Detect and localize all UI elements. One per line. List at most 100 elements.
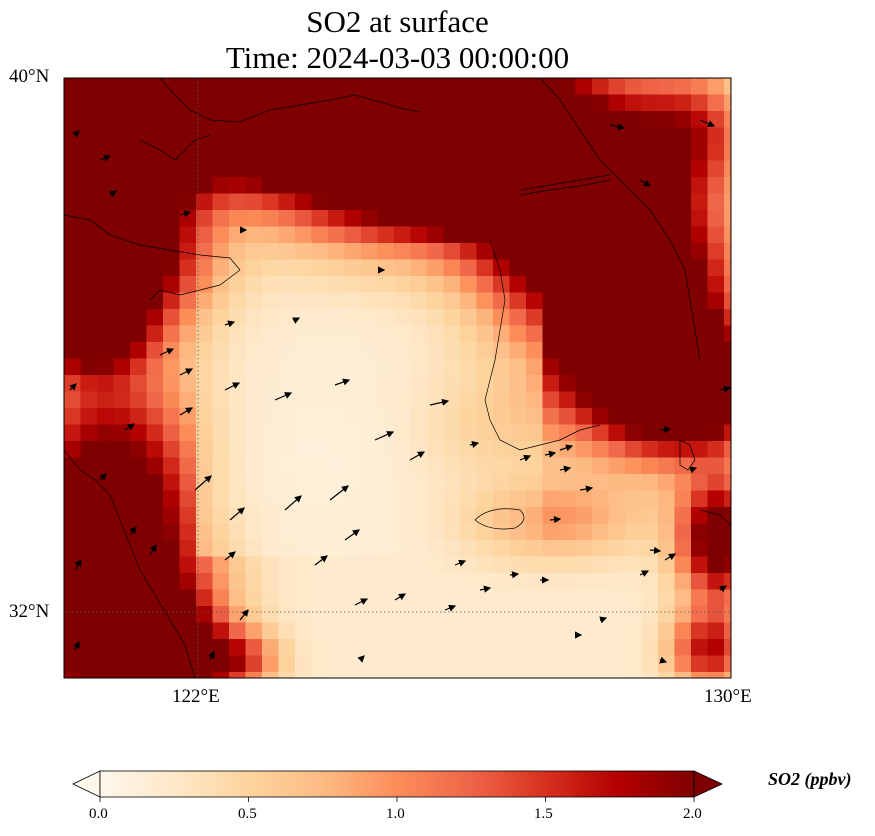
so2-cell — [179, 292, 197, 310]
so2-cell — [592, 490, 610, 508]
so2-cell — [592, 540, 610, 558]
so2-cell — [344, 441, 362, 459]
so2-cell — [130, 408, 148, 426]
so2-cell — [262, 342, 280, 360]
so2-cell — [163, 342, 181, 360]
so2-cell — [113, 622, 131, 640]
so2-cell — [196, 259, 214, 277]
so2-cell — [344, 177, 362, 195]
so2-cell — [575, 193, 593, 211]
so2-cell — [410, 111, 428, 129]
so2-cell — [674, 672, 692, 678]
so2-cell — [146, 292, 164, 310]
so2-cell — [707, 622, 725, 640]
so2-cell — [641, 276, 659, 294]
so2-cell — [163, 111, 181, 129]
so2-cell — [493, 325, 511, 343]
so2-cell — [394, 309, 412, 327]
so2-cell — [608, 177, 626, 195]
so2-cell — [295, 622, 313, 640]
so2-cell — [460, 309, 478, 327]
so2-cell — [608, 441, 626, 459]
so2-cell — [559, 226, 577, 244]
so2-cell — [179, 127, 197, 145]
so2-cell — [410, 193, 428, 211]
so2-cell — [707, 507, 725, 525]
so2-cell — [460, 622, 478, 640]
so2-cell — [130, 589, 148, 607]
colorbar-tick-0: 0.0 — [89, 806, 108, 822]
so2-cell — [443, 457, 461, 475]
so2-cell — [311, 226, 329, 244]
so2-cell — [707, 226, 725, 244]
so2-cell — [394, 127, 412, 145]
so2-cell — [146, 441, 164, 459]
so2-cell — [559, 573, 577, 591]
so2-cell — [113, 655, 131, 673]
so2-cell — [113, 193, 131, 211]
so2-cell — [410, 342, 428, 360]
so2-cell — [658, 259, 676, 277]
so2-cell — [344, 226, 362, 244]
so2-cell — [361, 111, 379, 129]
so2-cell — [427, 210, 445, 228]
so2-cell — [377, 276, 395, 294]
so2-cell — [608, 78, 626, 96]
so2-cell — [394, 655, 412, 673]
so2-cell — [146, 639, 164, 657]
so2-cell — [196, 408, 214, 426]
wind-arrow — [284, 495, 302, 511]
so2-cell — [460, 127, 478, 145]
so2-cell — [608, 589, 626, 607]
so2-cell — [80, 292, 98, 310]
so2-cell — [146, 144, 164, 162]
so2-cell — [311, 490, 329, 508]
so2-cell — [476, 276, 494, 294]
so2-cell — [344, 507, 362, 525]
so2-cell — [262, 210, 280, 228]
so2-cell — [641, 457, 659, 475]
so2-cell — [245, 622, 263, 640]
so2-cell — [509, 160, 527, 178]
so2-cell — [641, 292, 659, 310]
so2-cell — [443, 342, 461, 360]
so2-cell — [311, 606, 329, 624]
so2-cell — [509, 127, 527, 145]
so2-cell — [311, 408, 329, 426]
so2-cell — [691, 210, 709, 228]
so2-cell — [691, 292, 709, 310]
so2-cell — [262, 78, 280, 96]
so2-cell — [328, 375, 346, 393]
so2-cell — [97, 474, 115, 492]
so2-cell — [575, 622, 593, 640]
so2-cell — [229, 523, 247, 541]
so2-cell — [443, 639, 461, 657]
so2-cell — [443, 441, 461, 459]
so2-cell — [97, 606, 115, 624]
so2-cell — [179, 144, 197, 162]
so2-cell — [163, 177, 181, 195]
so2-cell — [394, 441, 412, 459]
so2-cell — [509, 573, 527, 591]
so2-cell — [295, 391, 313, 409]
so2-cell — [410, 259, 428, 277]
so2-cell — [443, 325, 461, 343]
wind-arrow — [224, 320, 236, 328]
so2-cell — [179, 391, 197, 409]
so2-cell — [394, 375, 412, 393]
so2-cell — [229, 160, 247, 178]
so2-cell — [608, 474, 626, 492]
so2-cell — [163, 292, 181, 310]
so2-cell — [295, 556, 313, 574]
so2-cell — [724, 292, 731, 310]
so2-cell — [707, 160, 725, 178]
so2-cell — [278, 441, 296, 459]
so2-cell — [328, 540, 346, 558]
so2-cell — [179, 193, 197, 211]
so2-cell — [377, 243, 395, 261]
so2-cell — [460, 78, 478, 96]
so2-cell — [410, 243, 428, 261]
so2-cell — [212, 127, 230, 145]
so2-cell — [328, 457, 346, 475]
so2-cell — [707, 177, 725, 195]
